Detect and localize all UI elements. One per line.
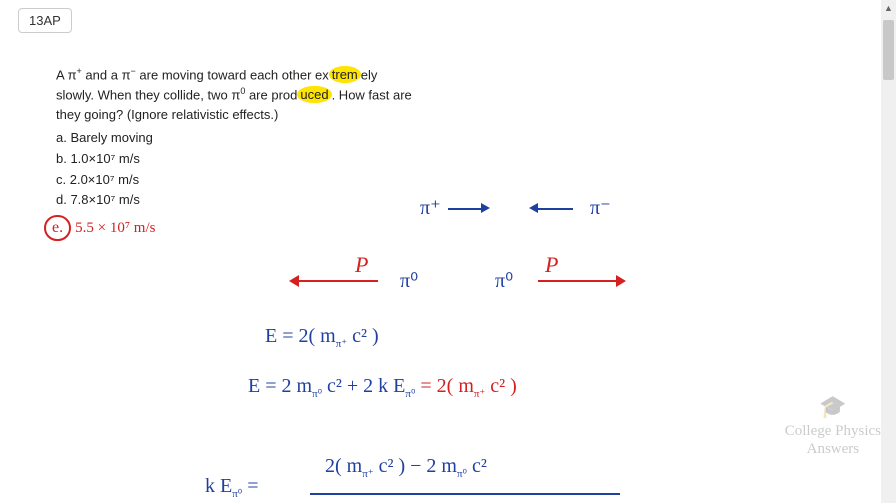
eq2-end: c² ) [490, 375, 517, 397]
arrow-p-right [538, 280, 618, 282]
eq2: E = 2 mπ⁰ c² + 2 k Eπ⁰ = 2( mπ⁺ c² ) [248, 375, 517, 400]
pi-zero-1: π⁰ [400, 268, 418, 293]
eq2-sub2: π⁰ [405, 388, 415, 400]
arrow-pi-minus-head [529, 203, 538, 213]
q-line1-b: and a π [82, 67, 131, 82]
eq3-num-b: c² ) − 2 m [374, 455, 457, 477]
arrow-p-right-head [616, 275, 626, 287]
watermark-line1: College Physics [785, 423, 881, 439]
eq3-numerator: 2( mπ⁺ c² ) − 2 mπ⁰ c² [325, 455, 487, 480]
eq3-sub: π⁰ [232, 488, 242, 500]
scroll-up-icon[interactable]: ▲ [884, 3, 893, 13]
eq3-num-sub2: π⁰ [457, 468, 467, 480]
eq2-sub3: π⁺ [474, 388, 485, 400]
eq1-end: c² ) [352, 325, 379, 347]
watermark: 🎓 College Physics Answers [785, 394, 881, 458]
option-b: b. 1.0×10⁷ m/s [56, 149, 153, 170]
eq3-ke: k E [205, 475, 232, 497]
scrollbar[interactable]: ▲ [881, 0, 896, 503]
eq2-mid: c² + 2 k E [322, 375, 405, 397]
eq2-eq: = [420, 375, 436, 397]
pi-minus-label: π⁻ [590, 195, 611, 220]
eq1-sub: π⁺ [336, 338, 347, 350]
answer-e-value: 5.5 × 10⁷ m/s [75, 220, 155, 236]
arrow-p-left [298, 280, 378, 282]
eq2-rhs: 2( m [437, 375, 474, 397]
question-text: A π+ and a π− are moving toward each oth… [56, 65, 412, 124]
q-line1-c: are moving toward each other ex [136, 67, 329, 82]
eq3-num-a: 2( m [325, 455, 362, 477]
graduation-cap-icon: 🎓 [785, 394, 881, 420]
eq3-num-c: c² [467, 455, 487, 477]
watermark-line2: Answers [807, 441, 860, 457]
eq3-fraction-bar [310, 493, 620, 495]
arrow-p-left-head [289, 275, 299, 287]
option-d: d. 7.8×10⁷ m/s [56, 190, 153, 211]
q-line3: they going? (Ignore relativistic effects… [56, 105, 412, 125]
option-c: c. 2.0×10⁷ m/s [56, 170, 153, 191]
eq1: E = 2( mπ⁺ c² ) [265, 325, 379, 350]
q-line2-hl: uced [297, 86, 331, 103]
answer-options: a. Barely moving b. 1.0×10⁷ m/s c. 2.0×1… [56, 128, 153, 211]
option-a: a. Barely moving [56, 128, 153, 149]
pi-plus-label: π⁺ [420, 195, 441, 220]
answer-e: e. 5.5 × 10⁷ m/s [44, 215, 155, 241]
eq2-lhs: E = 2 m [248, 375, 312, 397]
pi-zero-2: π⁰ [495, 268, 513, 293]
arrow-pi-minus [538, 208, 573, 210]
scrollbar-thumb[interactable] [883, 20, 894, 80]
eq3-eq: = [242, 475, 258, 497]
answer-e-label: e. [44, 215, 71, 241]
p-left-label: P [355, 252, 368, 278]
arrow-pi-plus-head [481, 203, 490, 213]
p-right-label: P [545, 252, 558, 278]
problem-label: 13AP [18, 8, 72, 33]
arrow-pi-plus [448, 208, 483, 210]
q-line2-c: . How fast are [332, 87, 412, 102]
q-line1-d: ely [361, 67, 378, 82]
eq1-lhs: E = [265, 325, 299, 347]
eq3-lhs: k Eπ⁰ = [205, 475, 258, 500]
q-line1-hl: trem [329, 66, 361, 83]
q-line2-b: are prod [245, 87, 297, 102]
eq3-num-sub1: π⁺ [362, 468, 373, 480]
q-line1-a: A π [56, 67, 77, 82]
eq1-rhs: 2( m [299, 325, 336, 347]
q-line2-a: slowly. When they collide, two π [56, 87, 240, 102]
eq2-sub1: π⁰ [312, 388, 322, 400]
